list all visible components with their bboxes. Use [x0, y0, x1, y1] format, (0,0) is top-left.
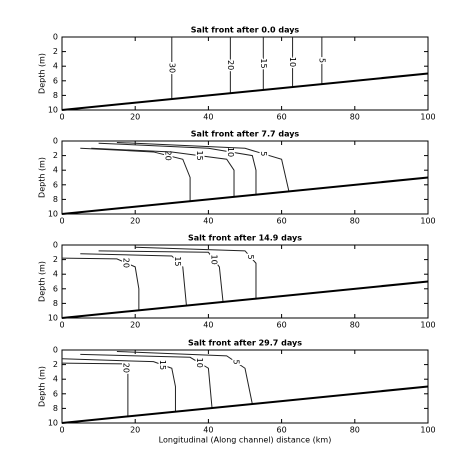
- x-tick-label: 40: [203, 321, 213, 330]
- x-axis-label: Longitudinal (Along channel) distance (k…: [159, 436, 332, 445]
- x-tick-label: 20: [130, 426, 140, 435]
- y-axis-label: Depth (m): [38, 157, 47, 198]
- contour-line: [91, 147, 235, 197]
- x-tick-label: 60: [277, 113, 287, 122]
- contour-label: 15: [173, 256, 182, 266]
- x-tick-label: 40: [203, 113, 213, 122]
- panel-title: Salt front after 0.0 days: [191, 26, 300, 35]
- contour-label: 5: [231, 359, 240, 364]
- y-tick-label: 8: [53, 299, 58, 308]
- x-tick-label: 20: [130, 217, 140, 226]
- plot-frame: [61, 244, 429, 319]
- panel-title: Salt front after 7.7 days: [191, 130, 300, 139]
- x-tick-label: 40: [203, 426, 213, 435]
- y-tick-label: 6: [53, 76, 58, 85]
- contour-label: 10: [288, 57, 297, 67]
- contour-label: 15: [158, 360, 167, 370]
- bed-line: [61, 72, 429, 111]
- y-tick-label: 2: [53, 360, 58, 369]
- y-tick-label: 10: [48, 419, 58, 428]
- bed-line: [61, 385, 429, 424]
- y-tick-label: 2: [53, 255, 58, 264]
- contour-line: [116, 350, 253, 405]
- x-tick-label: 0: [59, 321, 64, 330]
- contour-line: [80, 253, 187, 306]
- y-tick-label: 0: [53, 346, 58, 355]
- x-tick-label: 80: [350, 217, 360, 226]
- contour-label: 15: [259, 58, 268, 68]
- y-axis-label: Depth (m): [38, 53, 47, 94]
- x-tick-label: 0: [59, 217, 64, 226]
- contour-label: 10: [226, 147, 235, 157]
- contour-line: [135, 246, 257, 300]
- y-tick-label: 8: [53, 195, 58, 204]
- x-tick-label: 40: [203, 217, 213, 226]
- contour-label: 20: [122, 258, 131, 268]
- y-tick-label: 2: [53, 47, 58, 56]
- y-tick-label: 10: [48, 314, 58, 323]
- contour-line: [98, 142, 257, 195]
- bed-line: [61, 176, 429, 215]
- y-tick-label: 8: [53, 91, 58, 100]
- contour-line: [116, 141, 290, 192]
- y-tick-label: 6: [53, 284, 58, 293]
- y-tick-label: 10: [48, 210, 58, 219]
- contour-label: 10: [209, 255, 218, 265]
- x-tick-label: 80: [350, 113, 360, 122]
- contour-label: 30: [167, 63, 176, 73]
- contour-label: 20: [226, 60, 235, 70]
- x-tick-label: 60: [277, 321, 287, 330]
- contour-line: [61, 362, 129, 417]
- y-axis-label: Depth (m): [38, 366, 47, 407]
- y-tick-label: 4: [53, 375, 58, 384]
- contour-label: 10: [195, 358, 204, 368]
- contour-label: 5: [246, 254, 255, 259]
- y-tick-label: 0: [53, 137, 58, 146]
- panel-title: Salt front after 29.7 days: [188, 339, 302, 348]
- y-tick-label: 10: [48, 106, 58, 115]
- x-tick-label: 0: [59, 113, 64, 122]
- y-tick-label: 6: [53, 389, 58, 398]
- y-tick-label: 2: [53, 151, 58, 160]
- x-tick-label: 0: [59, 426, 64, 435]
- y-axis-label: Depth (m): [38, 261, 47, 302]
- x-tick-label: 100: [420, 321, 435, 330]
- y-tick-label: 8: [53, 404, 58, 413]
- x-tick-label: 100: [420, 217, 435, 226]
- x-tick-label: 20: [130, 113, 140, 122]
- x-tick-label: 80: [350, 321, 360, 330]
- contour-line: [61, 358, 176, 413]
- y-tick-label: 4: [53, 62, 58, 71]
- contour-line: [98, 250, 224, 302]
- contour-label: 15: [195, 151, 204, 161]
- y-tick-label: 4: [53, 270, 58, 279]
- contour-label: 5: [259, 151, 268, 156]
- contour-line: [80, 353, 213, 409]
- plot-frame: [61, 36, 429, 111]
- x-tick-label: 100: [420, 113, 435, 122]
- panel-title: Salt front after 14.9 days: [188, 234, 302, 243]
- contour-line: [61, 257, 140, 310]
- x-tick-label: 80: [350, 426, 360, 435]
- x-tick-label: 60: [277, 217, 287, 226]
- contour-label: 5: [317, 58, 326, 63]
- x-tick-label: 20: [130, 321, 140, 330]
- x-tick-label: 60: [277, 426, 287, 435]
- contour-label: 20: [122, 363, 131, 373]
- y-tick-label: 0: [53, 33, 58, 42]
- y-tick-label: 4: [53, 166, 58, 175]
- plot-frame: [61, 140, 429, 215]
- y-tick-label: 6: [53, 180, 58, 189]
- x-tick-label: 100: [420, 426, 435, 435]
- contour-line: [80, 147, 191, 201]
- bed-line: [61, 280, 429, 319]
- y-tick-label: 0: [53, 241, 58, 250]
